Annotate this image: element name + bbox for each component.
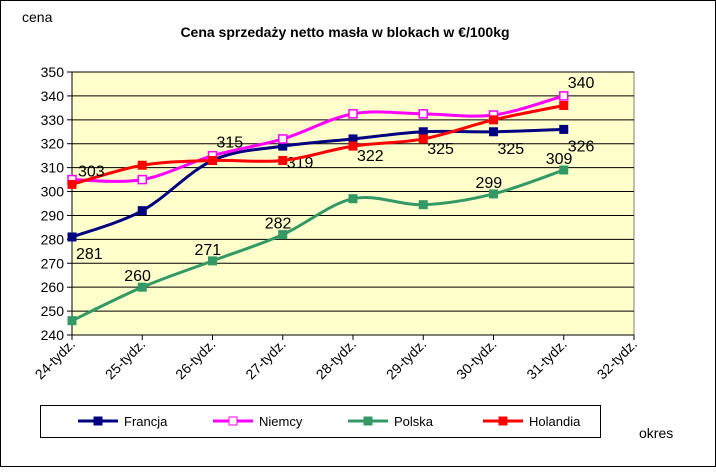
- data-point: [137, 206, 147, 216]
- y-tick-label: 290: [41, 207, 65, 223]
- data-point: [489, 127, 498, 137]
- y-tick-label: 280: [41, 231, 65, 247]
- data-point: [559, 91, 569, 101]
- data-point: [278, 134, 288, 144]
- data-point: [67, 316, 77, 326]
- y-tick-label: 260: [41, 279, 65, 295]
- legend-marker: [93, 416, 103, 426]
- y-tick-label: 250: [41, 303, 65, 319]
- legend-marker: [228, 416, 238, 426]
- data-point: [67, 179, 77, 189]
- series-line: [71, 104, 565, 186]
- data-label: 271: [195, 242, 222, 259]
- series-line: [71, 168, 565, 323]
- data-label: 303: [78, 163, 105, 180]
- data-point: [559, 165, 569, 175]
- series-line: [71, 94, 565, 183]
- data-label: 326: [568, 138, 595, 155]
- y-tick-label: 340: [41, 88, 65, 104]
- y-tick-label: 350: [41, 64, 65, 80]
- data-point: [418, 200, 428, 210]
- data-point: [137, 282, 147, 292]
- data-point: [278, 230, 288, 240]
- data-label: 340: [568, 75, 595, 92]
- data-label: 281: [76, 246, 103, 263]
- data-point: [208, 155, 217, 165]
- y-tick-label: 320: [41, 136, 65, 152]
- data-point: [348, 141, 358, 151]
- series-line: [71, 127, 564, 239]
- legend-label: Niemcy: [259, 414, 303, 429]
- y-tick-label: 300: [41, 184, 65, 200]
- data-label: 325: [427, 141, 454, 158]
- data-point: [278, 155, 288, 165]
- legend-label: Holandia: [529, 414, 581, 429]
- data-label: 325: [498, 141, 525, 158]
- y-tick-label: 310: [41, 160, 65, 176]
- legend-label: Polska: [394, 414, 434, 429]
- data-label: 299: [476, 175, 503, 192]
- legend-marker: [363, 416, 373, 426]
- data-point: [137, 160, 147, 170]
- data-point: [559, 124, 569, 134]
- data-point: [418, 109, 428, 119]
- data-point: [137, 174, 147, 185]
- data-point: [489, 115, 498, 125]
- data-label: 309: [546, 151, 573, 168]
- data-point: [348, 109, 358, 119]
- y-tick-label: 330: [41, 112, 65, 128]
- data-label: 315: [217, 135, 244, 152]
- data-point: [559, 100, 569, 110]
- chart-title: Cena sprzedaży netto masła w blokach w €…: [180, 24, 509, 40]
- y-tick-label: 270: [41, 255, 65, 271]
- data-point: [348, 194, 358, 204]
- data-point: [489, 189, 498, 199]
- y-axis-label: cena: [22, 9, 53, 25]
- legend-marker: [498, 416, 508, 426]
- data-label: 282: [265, 216, 292, 233]
- legend-label: Francja: [124, 414, 168, 429]
- y-tick-label: 240: [41, 327, 65, 343]
- data-label: 260: [124, 268, 151, 285]
- data-point: [208, 256, 217, 266]
- data-label: 322: [357, 148, 384, 165]
- x-axis-label: okres: [639, 425, 673, 441]
- data-point: [418, 134, 428, 144]
- data-point: [67, 232, 77, 242]
